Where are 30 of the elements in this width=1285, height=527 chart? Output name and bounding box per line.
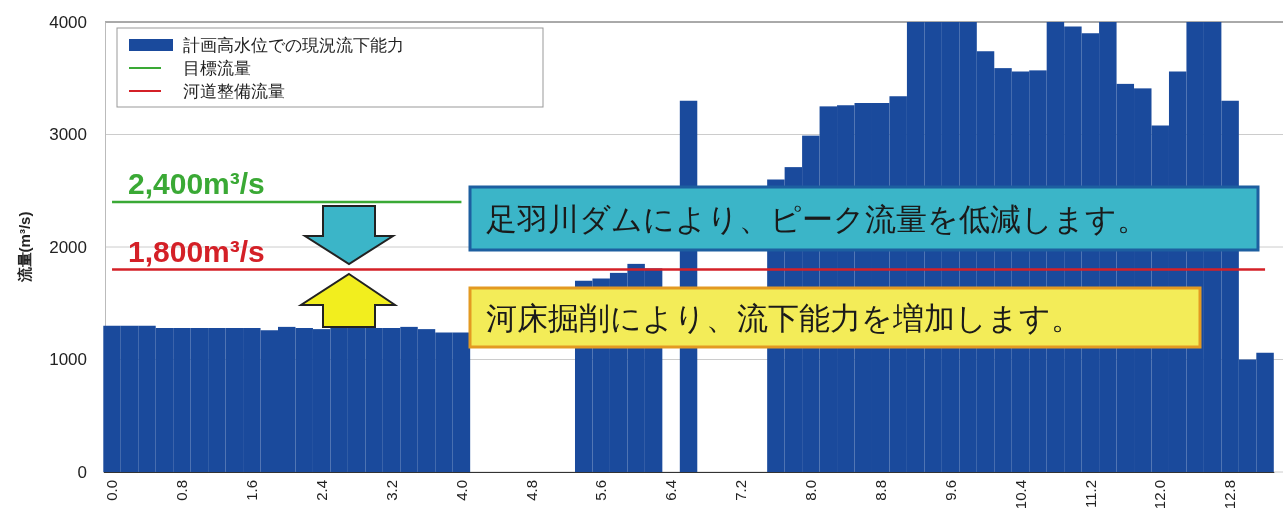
x-tick-label: 10.4 <box>1011 480 1029 510</box>
x-tick-label: 0.8 <box>173 480 191 501</box>
x-tick-label: 9.6 <box>941 480 959 501</box>
y-tick-label: 0 <box>77 462 87 482</box>
annotation: 2,400m³/s <box>128 167 265 200</box>
legend-label: 河道整備流量 <box>183 82 285 101</box>
x-tick-label: 2.4 <box>312 480 330 501</box>
x-tick-label: 7.2 <box>732 480 750 501</box>
annotation: 河床掘削により、流下能力を増加します。 <box>486 300 1082 336</box>
x-tick-label: 3.2 <box>382 480 400 501</box>
y-tick-label: 1000 <box>49 350 87 370</box>
y-tick-label: 4000 <box>49 12 87 32</box>
annotation: 足羽川ダムにより、ピーク流量を低減します。 <box>486 201 1148 237</box>
legend-label: 計画高水位での現況流下能力 <box>183 36 404 55</box>
y-axis-title: 流量(m³/s) <box>16 211 33 284</box>
x-tick-label: 5.6 <box>592 480 610 501</box>
annotation: 1,800m³/s <box>128 234 265 268</box>
y-tick-label: 2000 <box>49 237 87 257</box>
x-tick-label: 6.4 <box>662 480 680 501</box>
x-tick-label: 4.0 <box>452 480 470 501</box>
y-tick-label: 3000 <box>49 125 87 145</box>
x-tick-label: 1.6 <box>243 480 261 501</box>
x-tick-label: 8.0 <box>802 480 820 501</box>
x-tick-label: 12.0 <box>1151 480 1169 510</box>
x-tick-label: 0.0 <box>103 480 121 501</box>
x-tick-label: 12.8 <box>1221 480 1239 510</box>
legend-label: 目標流量 <box>183 59 251 78</box>
x-tick-label: 11.2 <box>1081 480 1099 509</box>
x-tick-label: 8.8 <box>871 480 889 501</box>
x-tick-label: 4.8 <box>522 480 540 501</box>
